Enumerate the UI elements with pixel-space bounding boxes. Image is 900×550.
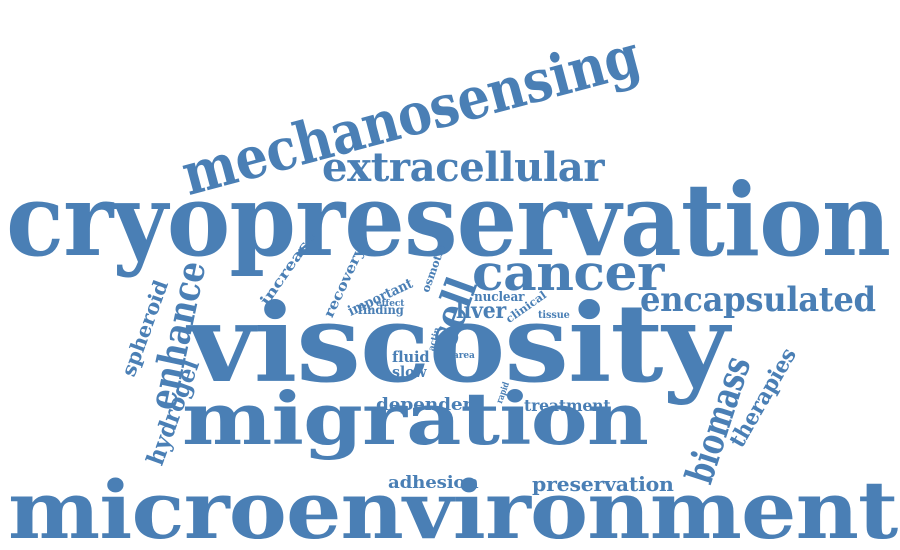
word-migration: migration (182, 376, 649, 461)
word-slow: slow (392, 363, 427, 381)
word-microenvironment: microenvironment (8, 463, 898, 550)
word-effect: effect (376, 299, 405, 309)
word-dependent: dependent (376, 395, 485, 415)
word-nuclear: nuclear (474, 290, 525, 305)
word-area: area (453, 351, 475, 361)
word-adhesion: adhesion (388, 473, 479, 493)
word-treatment: treatment (524, 396, 611, 415)
word-finding: finding (358, 303, 404, 317)
word-cancer: cancer (472, 243, 664, 302)
word-liver: liver (456, 298, 507, 324)
word-cryopreservation: cryopreservation (6, 161, 891, 279)
word-tissue: tissue (538, 310, 570, 321)
word-encapsulated: encapsulated (640, 280, 876, 320)
word-viscosity: viscosity (188, 281, 729, 407)
word-fluid: fluid (392, 348, 430, 366)
word-extracellular: extracellular (322, 144, 605, 191)
word-preservation: preservation (532, 472, 674, 496)
